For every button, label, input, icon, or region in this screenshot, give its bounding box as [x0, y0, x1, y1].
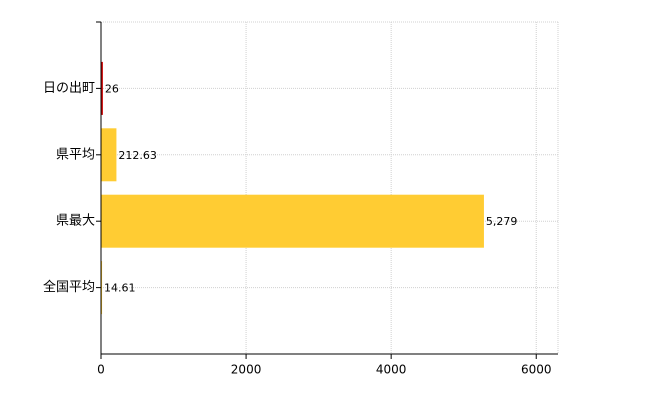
- bar: [101, 261, 103, 315]
- y-tick-label: 日の出町: [43, 81, 95, 96]
- x-tick-label: 2000: [231, 363, 262, 377]
- value-label: 212.63: [118, 149, 156, 162]
- y-tick-label: 県最大: [56, 214, 95, 229]
- y-tick-label: 県平均: [56, 147, 95, 162]
- x-tick-label: 4000: [376, 363, 407, 377]
- value-label: 5,279: [486, 215, 518, 228]
- value-label: 26: [105, 82, 119, 95]
- bar: [101, 61, 103, 115]
- x-tick-label: 6000: [521, 363, 552, 377]
- x-tick-label: 0: [97, 363, 105, 377]
- bar: [101, 128, 117, 182]
- y-tick-label: 全国平均: [43, 279, 95, 295]
- bar: [101, 194, 484, 248]
- value-label: 14.61: [104, 282, 136, 295]
